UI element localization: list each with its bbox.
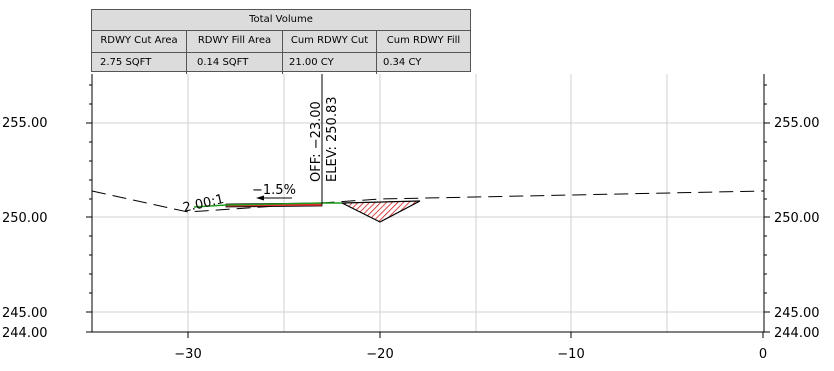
header-cum-rdwy-fill: Cum RDWY Fill <box>386 35 461 46</box>
y-tick-left-255: 255.00 <box>2 116 48 131</box>
cross-slope-arrow <box>256 195 292 201</box>
value-rdwy-cut-area: 2.75 SQFT <box>92 53 187 74</box>
cut-area-ditch <box>341 200 421 223</box>
total-volume-table: Total Volume RDWY Cut Area RDWY Fill Are… <box>91 9 471 74</box>
header-cum-rdwy-cut: Cum RDWY Cut <box>283 31 377 52</box>
value-cum-rdwy-cut: 21.00 CY <box>283 53 377 74</box>
volume-table-title: Total Volume <box>92 10 470 31</box>
x-tick-minus-20: −20 <box>366 347 393 362</box>
value-rdwy-fill-area: 0.14 SQFT <box>187 53 283 74</box>
y-tick-left-250: 250.00 <box>2 211 48 226</box>
elevation-label: ELEV: 250.83 <box>325 96 340 182</box>
header-rdwy-fill-area: RDWY Fill Area <box>187 31 283 52</box>
y-tick-left-245: 245.00 <box>2 306 48 321</box>
finished-grade-line <box>193 202 342 208</box>
y-tick-left-244: 244.00 <box>2 326 48 341</box>
x-tick-0: 0 <box>759 347 767 362</box>
volume-table-value-row: 2.75 SQFT 0.14 SQFT 21.00 CY 0.34 CY <box>92 52 470 74</box>
x-tick-minus-30: −30 <box>174 347 201 362</box>
bottom-axis-ticks <box>187 332 764 338</box>
cross-slope-label: −1.5% <box>252 183 296 198</box>
frame-axes <box>91 74 765 333</box>
header-rdwy-cut-area: RDWY Cut Area <box>92 31 187 52</box>
offset-label: OFF: −23.00 <box>309 101 324 182</box>
y-tick-right-255: 255.00 <box>774 116 820 131</box>
grid-lines <box>92 74 764 332</box>
volume-table-header-row: RDWY Cut Area RDWY Fill Area Cum RDWY Cu… <box>92 31 470 52</box>
y-tick-right-250: 250.00 <box>774 211 820 226</box>
left-axis-ticks <box>86 84 92 333</box>
y-tick-right-245: 245.00 <box>774 306 820 321</box>
value-cum-rdwy-fill: 0.34 CY <box>383 57 422 68</box>
right-axis-ticks <box>764 84 770 333</box>
x-tick-minus-10: −10 <box>557 347 584 362</box>
y-tick-right-244: 244.00 <box>774 326 820 341</box>
